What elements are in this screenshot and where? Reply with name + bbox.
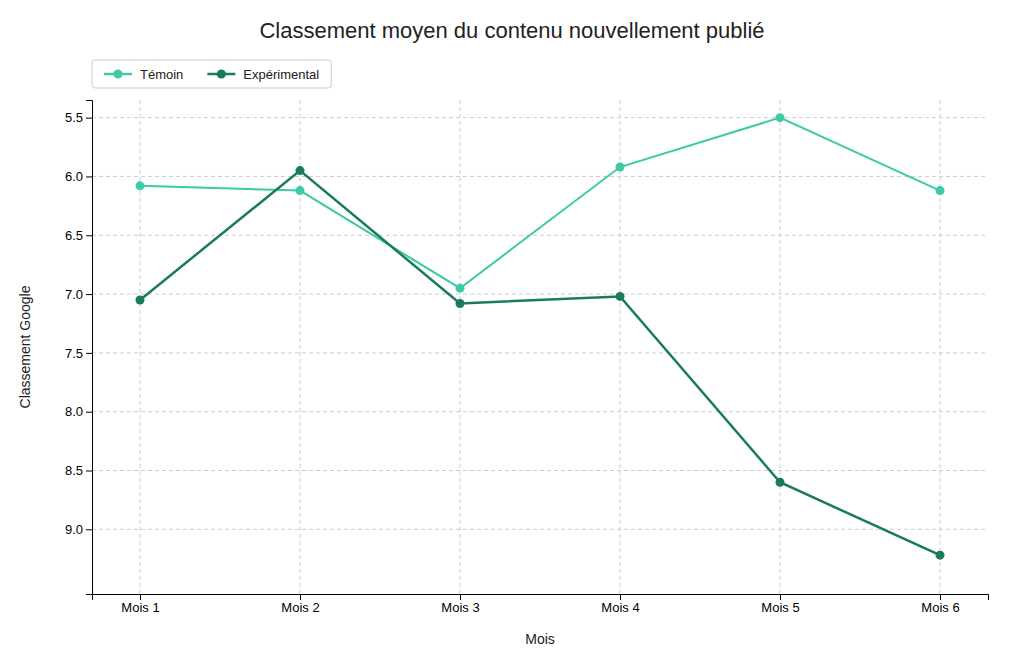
marks xyxy=(136,113,945,560)
x-tick-mark xyxy=(620,594,621,600)
x-tick-label: Mois 6 xyxy=(921,600,959,615)
x-axis-title: Mois xyxy=(525,631,555,647)
x-tick: Mois 5 xyxy=(761,594,799,615)
chart-svg: Classement moyen du contenu nouvellement… xyxy=(0,0,1024,666)
y-tick: 6.0 xyxy=(65,169,92,184)
grid-line-x xyxy=(140,100,141,594)
y-axis-line xyxy=(86,101,93,595)
y-tick: 8.0 xyxy=(65,404,92,419)
x-tick: Mois 1 xyxy=(121,594,159,615)
y-tick-mark xyxy=(86,529,92,530)
grid-line-y xyxy=(92,411,988,412)
x-tick: Mois 4 xyxy=(601,594,639,615)
x-tick-label: Mois 2 xyxy=(281,600,319,615)
series-point xyxy=(456,284,465,293)
x-tick: Mois 6 xyxy=(921,594,959,615)
y-tick-label: 5.5 xyxy=(65,110,83,125)
x-axis-line xyxy=(93,595,989,601)
grid-line-x xyxy=(460,100,461,594)
series-point xyxy=(296,186,305,195)
x-axis: Mois 1 Mois 2 Mois 3 Mois 4 Mois 5 Mois 6 xyxy=(93,594,989,615)
y-tick: 5.5 xyxy=(65,110,92,125)
grid-line-y xyxy=(92,470,988,471)
grid-line-y xyxy=(92,352,988,353)
y-tick-mark xyxy=(86,412,92,413)
legend-marker xyxy=(114,70,123,79)
y-tick: 8.5 xyxy=(65,463,92,478)
x-tick-mark xyxy=(780,594,781,600)
y-tick-mark xyxy=(86,235,92,236)
x-tick-mark xyxy=(300,594,301,600)
y-tick-label: 9.0 xyxy=(65,522,83,537)
grid-line-x xyxy=(780,100,781,594)
series-point xyxy=(776,478,785,487)
x-tick-label: Mois 3 xyxy=(441,600,479,615)
y-tick: 9.0 xyxy=(65,522,92,537)
series xyxy=(136,113,945,293)
title: Classement moyen du contenu nouvellement… xyxy=(259,18,764,43)
y-tick-label: 8.5 xyxy=(65,463,83,478)
grid xyxy=(92,100,988,594)
legend-marker xyxy=(217,70,226,79)
legend: Témoin Expérimental xyxy=(92,60,331,88)
legend-label: Expérimental xyxy=(243,67,319,82)
grid-line-y xyxy=(92,529,988,530)
grid-line-y xyxy=(92,235,988,236)
series-point xyxy=(136,181,145,190)
x-tick-label: Mois 5 xyxy=(761,600,799,615)
series-line xyxy=(140,171,940,556)
y-axis-title: Classement Google xyxy=(17,285,33,408)
series-point xyxy=(296,166,305,175)
legend-item: Témoin xyxy=(104,67,183,82)
series xyxy=(136,166,945,560)
legend-item: Expérimental xyxy=(207,67,319,82)
y-tick-mark xyxy=(86,294,92,295)
y-tick-label: 6.5 xyxy=(65,228,83,243)
y-tick-mark xyxy=(86,118,92,119)
series-point xyxy=(616,292,625,301)
grid-line-y xyxy=(92,294,988,295)
y-tick-label: 6.0 xyxy=(65,169,83,184)
x-tick-label: Mois 1 xyxy=(121,600,159,615)
x-tick: Mois 3 xyxy=(441,594,479,615)
plot-area: Mois 1 Mois 2 Mois 3 Mois 4 Mois 5 Mois 6 5.5 6… xyxy=(17,100,989,647)
y-tick-label: 7.5 xyxy=(65,346,83,361)
series-point xyxy=(776,113,785,122)
x-tick-mark xyxy=(140,594,141,600)
legend-label: Témoin xyxy=(140,67,183,82)
x-tick-label: Mois 4 xyxy=(601,600,639,615)
y-tick: 7.0 xyxy=(65,287,92,302)
x-tick-mark xyxy=(940,594,941,600)
legend-frame xyxy=(92,60,331,88)
y-tick-label: 7.0 xyxy=(65,287,83,302)
grid-line-x xyxy=(620,100,621,594)
grid-line-x xyxy=(940,100,941,594)
y-tick-label: 8.0 xyxy=(65,404,83,419)
y-tick-mark xyxy=(86,471,92,472)
series-point xyxy=(136,295,145,304)
y-tick-mark xyxy=(86,176,92,177)
grid-line-y xyxy=(92,117,988,118)
x-tick: Mois 2 xyxy=(281,594,319,615)
series-point xyxy=(936,551,945,560)
y-tick: 7.5 xyxy=(65,346,92,361)
x-tick-mark xyxy=(460,594,461,600)
series-point xyxy=(936,186,945,195)
y-tick-mark xyxy=(86,353,92,354)
y-axis: 5.5 6.0 6.5 7.0 7.5 8.0 8.5 9.0 xyxy=(65,101,93,595)
series-point xyxy=(616,163,625,172)
grid-line-y xyxy=(92,176,988,177)
y-tick: 6.5 xyxy=(65,228,92,243)
series-point xyxy=(456,299,465,308)
